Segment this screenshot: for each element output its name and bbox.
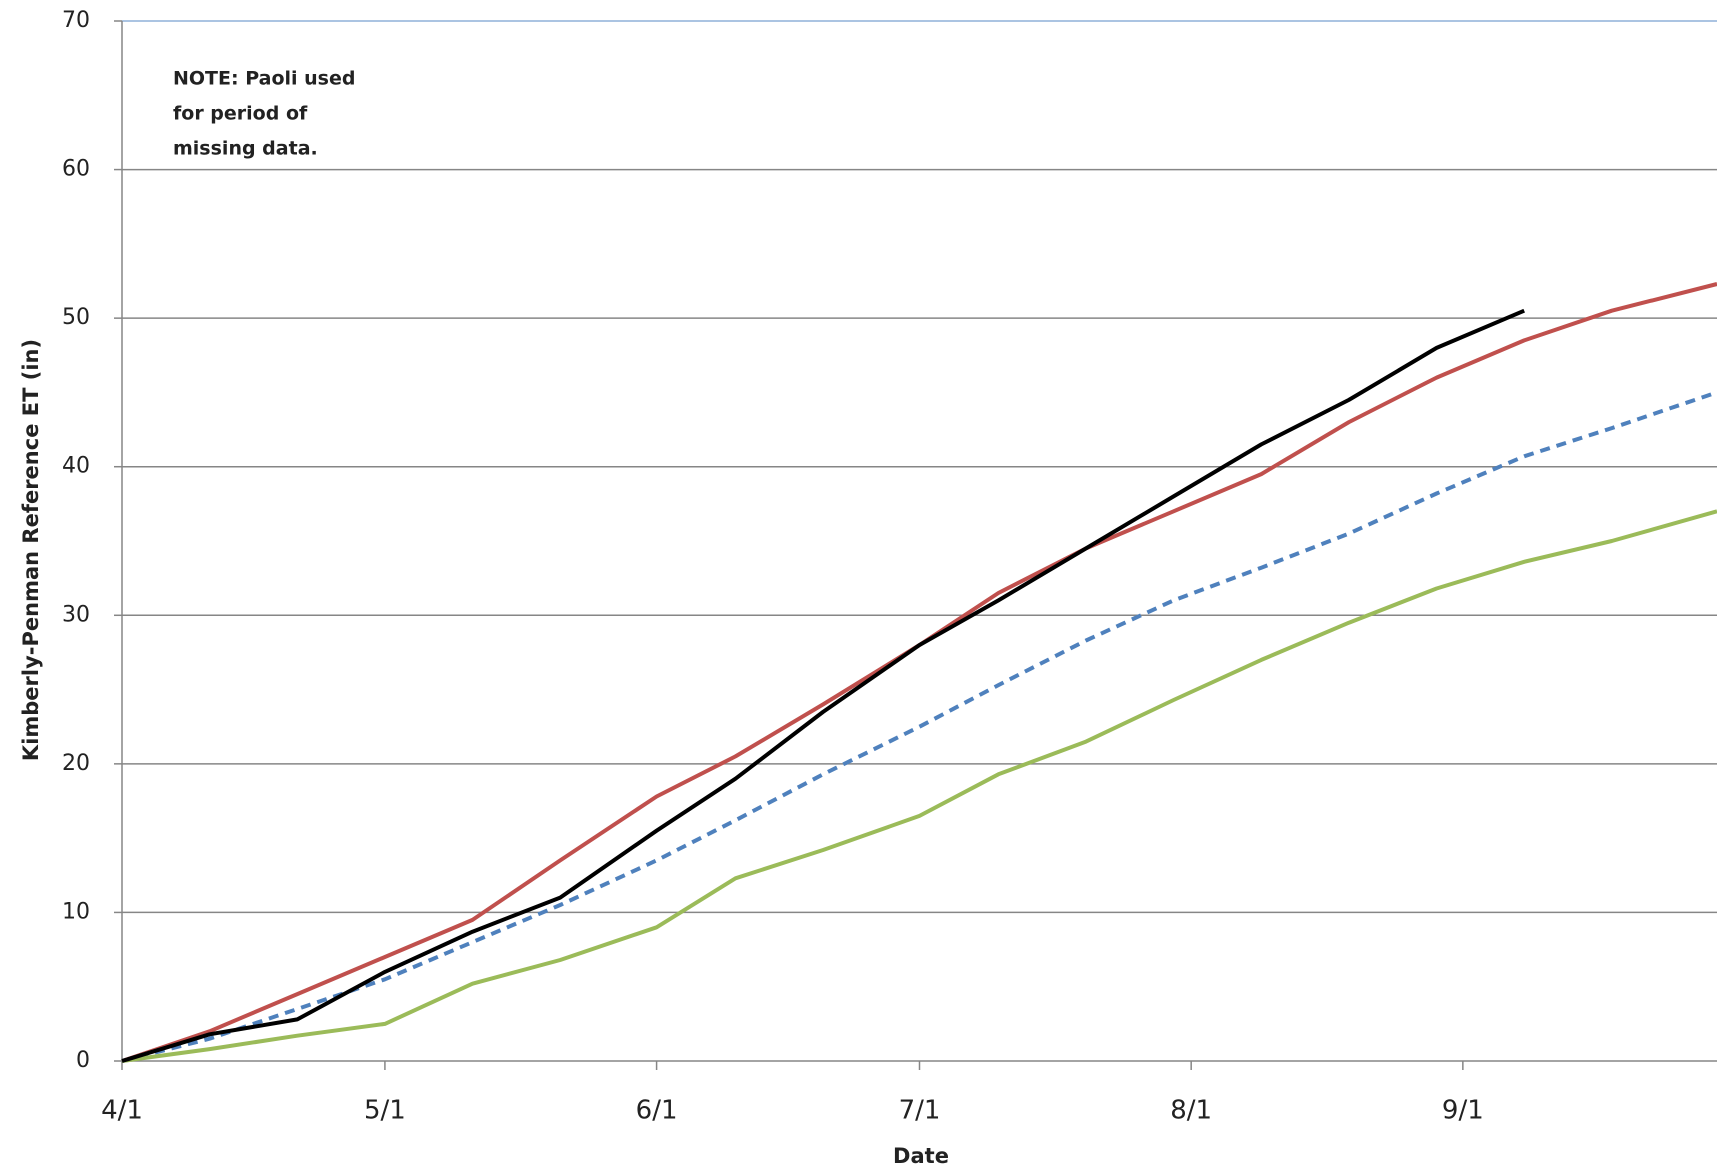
series-line [121,308,1525,1063]
series-line [121,390,1717,1063]
x-tick-label: 6/1 [636,1096,678,1126]
y-tick-label: 10 [62,899,90,924]
series-line [121,282,1717,1063]
y-tick-label: 0 [76,1048,90,1073]
y-tick-label: 40 [62,454,90,479]
note-line: NOTE: Paoli used [173,68,355,90]
x-tick-label: 5/1 [364,1096,406,1126]
y-tick-label: 60 [62,157,90,182]
y-tick-label: 70 [62,8,90,33]
series-line [121,509,1717,1063]
x-axis-title: Date [893,1144,949,1168]
y-axis-title: Kimberly-Penman Reference ET (in) [19,339,43,761]
x-tick-label: 8/1 [1170,1096,1212,1126]
note-line: for period of [173,103,308,125]
y-tick-label: 20 [62,751,90,776]
y-tick-label: 50 [62,305,90,330]
note: NOTE: Paoli used for period of missing dat… [173,68,355,160]
note-line: missing data. [173,138,318,160]
y-tick-label: 30 [62,602,90,627]
x-tick-label: 7/1 [899,1096,941,1126]
x-tick-label: 4/1 [101,1096,143,1126]
x-tick-label: 9/1 [1442,1096,1484,1126]
